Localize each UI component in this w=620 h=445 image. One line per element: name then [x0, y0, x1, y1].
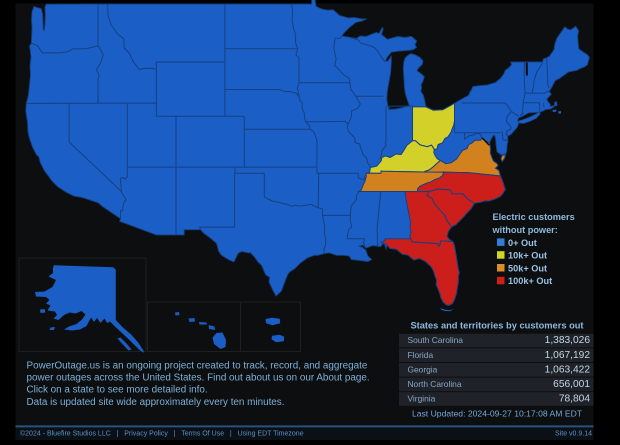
svg-text:78,804: 78,804: [559, 394, 590, 405]
svg-text:Data is updated site wide appr: Data is updated site wide approximately …: [27, 397, 285, 408]
svg-text:North Carolina: North Carolina: [408, 379, 462, 389]
svg-text:power outages across the Unite: power outages across the United States. …: [27, 373, 370, 384]
svg-text:©2024 - Bluefire Studios LLC: ©2024 - Bluefire Studios LLC | Privacy P…: [20, 430, 304, 438]
svg-text:Click on a state to see more d: Click on a state to see more detailed in…: [27, 385, 208, 396]
svg-text:1,067,192: 1,067,192: [545, 350, 591, 361]
svg-text:10k+ Out: 10k+ Out: [508, 251, 547, 261]
svg-text:South Carolina: South Carolina: [408, 335, 464, 345]
svg-text:PowerOutage.us is an ongoing p: PowerOutage.us is an ongoing project cre…: [27, 361, 368, 372]
svg-text:Virginia: Virginia: [408, 394, 436, 404]
svg-text:Florida: Florida: [408, 350, 434, 360]
svg-text:Georgia: Georgia: [408, 364, 438, 374]
svg-text:50k+ Out: 50k+ Out: [508, 263, 547, 273]
svg-text:Last Updated: 2024-09-27 10:17: Last Updated: 2024-09-27 10:17:08 AM EDT: [412, 409, 583, 419]
svg-text:100k+ Out: 100k+ Out: [508, 276, 552, 286]
svg-text:0+ Out: 0+ Out: [508, 238, 537, 248]
svg-text:States and territories by cust: States and territories by customers out: [410, 320, 583, 330]
svg-text:Electric customers: Electric customers: [493, 212, 575, 222]
svg-text:656,001: 656,001: [553, 379, 590, 390]
svg-text:1,383,026: 1,383,026: [545, 335, 591, 346]
svg-text:1,063,422: 1,063,422: [545, 364, 591, 375]
svg-text:Site v0.9.14: Site v0.9.14: [555, 431, 592, 438]
svg-text:without power:: without power:: [492, 225, 558, 235]
